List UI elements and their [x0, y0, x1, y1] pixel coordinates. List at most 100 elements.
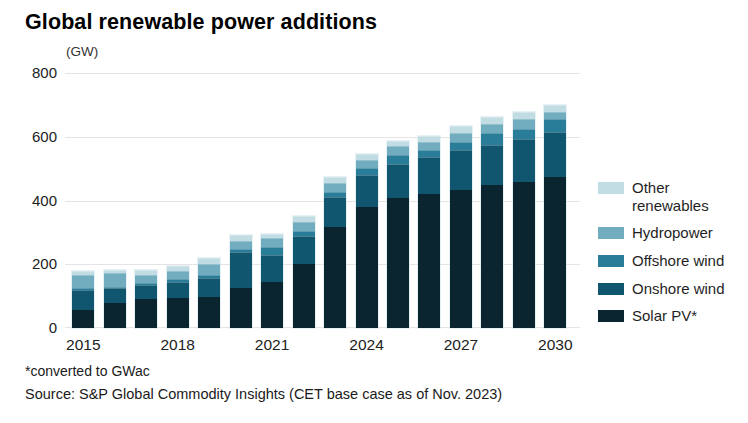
legend-swatch-onshore_wind	[598, 283, 624, 295]
bar-2019	[198, 258, 220, 328]
y-tick-label-0: 0	[17, 319, 57, 336]
segment-2027-offshore_wind	[450, 142, 472, 150]
segment-2030-other_renewables	[544, 105, 566, 112]
segment-2025-onshore_wind	[387, 164, 409, 199]
segment-2022-onshore_wind	[293, 236, 315, 264]
legend-label-onshore_wind: Onshore wind	[632, 280, 725, 298]
segment-2024-onshore_wind	[356, 175, 378, 207]
segment-2021-solar_pv	[261, 282, 283, 328]
bar-2024	[356, 154, 378, 328]
segment-2017-hydropower	[135, 275, 157, 283]
segment-2028-offshore_wind	[481, 133, 503, 145]
segment-2029-solar_pv	[513, 182, 535, 328]
segment-2030-onshore_wind	[544, 132, 566, 177]
legend-label-solar_pv: Solar PV*	[632, 307, 697, 325]
segment-2026-solar_pv	[418, 194, 440, 328]
legend-item-solar_pv: Solar PV*	[598, 307, 746, 325]
segment-2016-onshore_wind	[104, 288, 126, 303]
segment-2016-solar_pv	[104, 303, 126, 328]
legend-swatch-offshore_wind	[598, 255, 624, 267]
segment-2015-onshore_wind	[72, 290, 94, 310]
segment-2030-hydropower	[544, 112, 566, 119]
legend-item-offshore_wind: Offshore wind	[598, 252, 746, 270]
segment-2020-solar_pv	[230, 288, 252, 328]
bar-2022	[293, 216, 315, 328]
legend-swatch-hydropower	[598, 227, 624, 239]
segment-2030-solar_pv	[544, 177, 566, 328]
segment-2018-solar_pv	[167, 298, 189, 328]
bar-2023	[324, 177, 346, 328]
segment-2015-solar_pv	[72, 310, 94, 328]
segment-2025-solar_pv	[387, 198, 409, 328]
bar-2029	[513, 112, 535, 328]
bar-2020	[230, 235, 252, 328]
segment-2024-hydropower	[356, 160, 378, 169]
legend-swatch-solar_pv	[598, 310, 624, 322]
segment-2022-hydropower	[293, 222, 315, 231]
segment-2027-other_renewables	[450, 126, 472, 133]
bar-2026	[418, 136, 440, 328]
bar-2015	[72, 271, 94, 328]
bar-2021	[261, 234, 283, 329]
bar-2018	[167, 266, 189, 328]
segment-2026-hydropower	[418, 142, 440, 151]
segment-2021-offshore_wind	[261, 247, 283, 255]
segment-2029-hydropower	[513, 119, 535, 129]
bar-2027	[450, 126, 472, 328]
x-tick-label-2024: 2024	[343, 336, 391, 354]
bar-2030	[544, 105, 566, 328]
footnote: *converted to GWac	[25, 363, 150, 379]
segment-2029-offshore_wind	[513, 129, 535, 139]
segment-2025-offshore_wind	[387, 155, 409, 164]
segment-2017-onshore_wind	[135, 285, 157, 299]
segment-2030-offshore_wind	[544, 119, 566, 132]
segment-2019-hydropower	[198, 264, 220, 275]
y-tick-label-600: 600	[17, 128, 57, 145]
x-tick-label-2015: 2015	[59, 336, 107, 354]
segment-2021-hydropower	[261, 238, 283, 247]
segment-2027-onshore_wind	[450, 150, 472, 190]
segment-2028-other_renewables	[481, 117, 503, 124]
segment-2015-hydropower	[72, 275, 94, 288]
y-tick-label-400: 400	[17, 192, 57, 209]
legend-item-other_renewables: Other renewables	[598, 179, 746, 214]
source-credit: Source: S&P Global Commodity Insights (C…	[25, 386, 502, 402]
segment-2028-solar_pv	[481, 185, 503, 328]
legend-item-onshore_wind: Onshore wind	[598, 280, 746, 298]
segment-2020-hydropower	[230, 241, 252, 249]
legend-item-hydropower: Hydropower	[598, 224, 746, 242]
segment-2025-hydropower	[387, 146, 409, 155]
x-tick-label-2021: 2021	[248, 336, 296, 354]
y-tick-label-800: 800	[17, 64, 57, 81]
y-tick-label-200: 200	[17, 255, 57, 272]
segment-2016-hydropower	[104, 273, 126, 286]
segment-2020-onshore_wind	[230, 252, 252, 288]
chart-figure: Global renewable power additions (GW) 02…	[0, 0, 748, 423]
legend-label-offshore_wind: Offshore wind	[632, 252, 724, 270]
bar-2017	[135, 270, 157, 328]
segment-2019-solar_pv	[198, 297, 220, 328]
bar-2016	[104, 270, 126, 328]
segment-2029-other_renewables	[513, 112, 535, 119]
segment-2026-onshore_wind	[418, 157, 440, 194]
x-tick-label-2027: 2027	[437, 336, 485, 354]
segment-2022-solar_pv	[293, 264, 315, 328]
chart-legend: Other renewables Hydropower Offshore wind O…	[598, 179, 746, 335]
legend-label-hydropower: Hydropower	[632, 224, 713, 242]
bar-2028	[481, 117, 503, 328]
legend-swatch-other_renewables	[598, 182, 624, 194]
segment-2023-hydropower	[324, 183, 346, 192]
segment-2024-solar_pv	[356, 207, 378, 328]
y-axis-unit-label: (GW)	[66, 44, 98, 59]
plot-area	[65, 73, 580, 328]
segment-2027-hydropower	[450, 133, 472, 142]
segment-2021-onshore_wind	[261, 255, 283, 282]
segment-2023-onshore_wind	[324, 197, 346, 227]
segment-2028-hydropower	[481, 124, 503, 134]
x-tick-label-2018: 2018	[154, 336, 202, 354]
segment-2023-solar_pv	[324, 227, 346, 328]
segment-2026-offshore_wind	[418, 150, 440, 157]
gridline-800	[65, 73, 580, 74]
segment-2018-onshore_wind	[167, 282, 189, 298]
segment-2022-other_renewables	[293, 216, 315, 223]
